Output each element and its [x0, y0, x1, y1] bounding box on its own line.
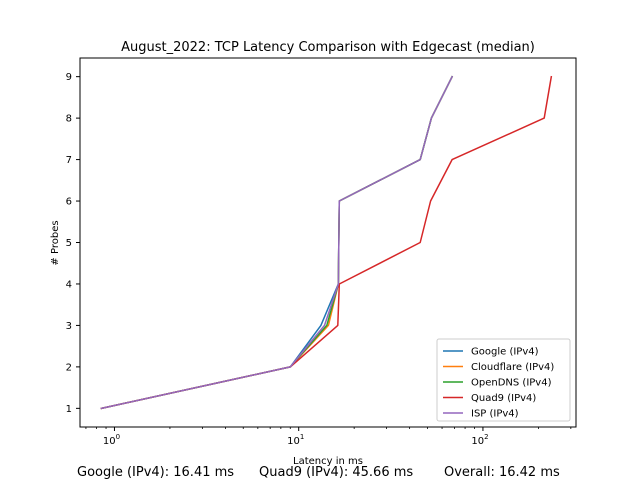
series-line-opendns-ipv4	[100, 75, 454, 410]
series-line-google-ipv4	[100, 75, 454, 410]
series-layer	[100, 75, 553, 410]
y-axis: 1 2 3 4 5 6 7 8 9	[66, 72, 80, 415]
x-tick-label: 102	[471, 433, 488, 447]
x-tick-exponent: 2	[484, 433, 488, 441]
y-tick-label: 8	[66, 114, 72, 125]
x-tick-label: 100	[103, 433, 120, 447]
x-axis: 100 101 102	[85, 427, 572, 447]
legend-label: OpenDNS (IPv4)	[471, 378, 552, 389]
series-line-isp-ipv4	[100, 75, 454, 410]
x-tick-base: 10	[287, 436, 300, 447]
legend-label: ISP (IPv4)	[471, 409, 519, 420]
footer-quad9-median: Quad9 (IPv4): 45.66 ms	[259, 465, 414, 480]
legend-label: Quad9 (IPv4)	[471, 393, 536, 404]
y-tick-label: 6	[66, 197, 72, 208]
x-tick-base: 10	[103, 436, 116, 447]
series-line-cloudflare-ipv4	[100, 75, 454, 410]
legend-label: Google (IPv4)	[471, 347, 539, 358]
legend-label: Cloudflare (IPv4)	[471, 362, 554, 373]
x-tick-label: 101	[287, 433, 304, 447]
y-tick-label: 5	[66, 238, 72, 249]
footer-google-median: Google (IPv4): 16.41 ms	[77, 465, 235, 480]
x-tick-exponent: 1	[300, 433, 304, 441]
y-tick-label: 3	[66, 321, 72, 332]
y-tick-label: 7	[66, 155, 72, 166]
y-tick-label: 9	[66, 72, 72, 83]
legend-box	[436, 338, 571, 422]
x-tick-exponent: 0	[116, 433, 120, 441]
y-axis-label: # Probes	[50, 220, 61, 265]
chart-title: August_2022: TCP Latency Comparison with…	[121, 40, 535, 55]
footer-overall-median: Overall: 16.42 ms	[444, 465, 560, 480]
x-axis-label: Latency in ms	[293, 456, 363, 467]
x-tick-base: 10	[471, 436, 484, 447]
y-tick-label: 1	[66, 404, 72, 415]
legend: Google (IPv4) Cloudflare (IPv4) OpenDNS (I…	[436, 338, 571, 422]
series-line-quad9-ipv4	[100, 75, 553, 410]
y-tick-label: 2	[66, 362, 72, 373]
y-tick-label: 4	[66, 279, 72, 290]
